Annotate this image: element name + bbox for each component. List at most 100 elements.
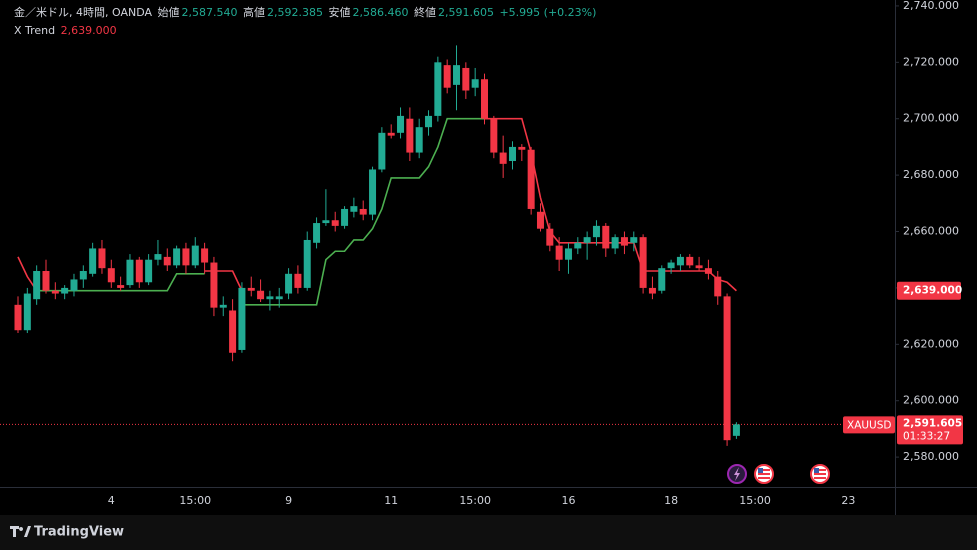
- candle-body: [163, 256, 171, 266]
- candle-body: [341, 208, 349, 226]
- candle-body: [154, 254, 162, 260]
- countdown: 01:33:27: [903, 430, 950, 442]
- candle-body: [89, 248, 97, 274]
- x-tick-label: 4: [108, 494, 115, 507]
- candle-body: [583, 237, 591, 243]
- indicator-value: 2,639.000: [60, 24, 117, 37]
- candle-body: [434, 62, 442, 116]
- candle-body: [397, 115, 405, 133]
- candle-body: [546, 228, 554, 246]
- candle-body: [602, 225, 610, 249]
- y-tick-label: 2,660.000: [903, 225, 959, 238]
- x-tick-label: 15:00: [739, 494, 771, 507]
- event-icons[interactable]: [727, 464, 830, 484]
- candle-body: [145, 259, 153, 283]
- candle-body: [620, 237, 628, 246]
- candle-body: [490, 118, 498, 153]
- candle-body: [723, 296, 731, 441]
- low-label: 安値: [328, 6, 351, 19]
- candle-body: [33, 270, 41, 300]
- candle-body: [257, 290, 265, 300]
- x-tick-label: 18: [664, 494, 678, 507]
- legend: 金／米ドル, 4時間, OANDA 始値 2,587.540 高値 2,592.38…: [14, 4, 598, 40]
- candle-body: [387, 132, 395, 136]
- brand: TradingView: [34, 525, 124, 540]
- high-value: 2,592.385: [267, 6, 323, 19]
- x-tick-label: 23: [841, 494, 855, 507]
- candle-body: [79, 270, 87, 280]
- indicator-name: X Trend: [14, 24, 56, 37]
- candle-body: [564, 248, 572, 260]
- candle-body: [126, 259, 134, 286]
- candle-body: [481, 79, 488, 119]
- candle-body: [350, 206, 358, 212]
- symbol-tag: [843, 416, 895, 434]
- candle-body: [117, 285, 125, 288]
- candle-body: [201, 248, 209, 263]
- candle-body: [219, 304, 227, 308]
- x-tick-label: 15:00: [179, 494, 211, 507]
- candle-body: [714, 276, 722, 297]
- candle-body: [70, 279, 78, 291]
- candle-body: [191, 245, 199, 266]
- candle-body: [42, 270, 50, 291]
- candle-body: [462, 67, 470, 91]
- candle-body: [238, 287, 246, 350]
- candle-body: [611, 237, 619, 249]
- candle-body: [518, 146, 526, 150]
- y-tick-label: 2,620.000: [903, 337, 959, 350]
- candle-body: [658, 268, 666, 291]
- candle-body: [574, 242, 582, 249]
- candle-body: [107, 268, 115, 283]
- candle-body: [294, 273, 302, 288]
- candle-body: [369, 169, 377, 215]
- candle-body: [732, 424, 740, 436]
- x-tick-label: 16: [561, 494, 575, 507]
- candle-body: [592, 225, 600, 238]
- candle-body: [536, 211, 544, 229]
- candle-body: [23, 293, 31, 331]
- candle-body: [285, 273, 293, 294]
- y-tick-label: 2,720.000: [903, 55, 959, 68]
- candle-body: [453, 65, 461, 85]
- candle-body: [275, 296, 283, 300]
- candle-body: [704, 268, 712, 274]
- price-tag-label: 2,591.605: [903, 417, 962, 429]
- candle-body: [508, 146, 516, 162]
- candle-body: [51, 290, 59, 294]
- candle-body: [173, 248, 181, 266]
- y-tick-label: 2,740.000: [903, 0, 959, 12]
- x-tick-label: 9: [285, 494, 292, 507]
- y-tick-label: 2,580.000: [903, 450, 959, 463]
- candle-body: [686, 256, 694, 266]
- y-tick-label: 2,680.000: [903, 168, 959, 181]
- candle-body: [639, 237, 647, 288]
- symbol-tag-label: XAUUSD: [847, 419, 892, 431]
- candle-body: [210, 262, 218, 308]
- candle-body: [471, 79, 479, 88]
- candle-body: [359, 208, 367, 215]
- candle-body: [555, 245, 563, 260]
- candle-body: [499, 152, 507, 164]
- symbol-row: 金／米ドル, 4時間, OANDA 始値 2,587.540 高値 2,592.38…: [14, 4, 598, 22]
- candle-body: [182, 248, 190, 266]
- low-value: 2,586.460: [352, 6, 409, 19]
- candle-body: [676, 256, 684, 266]
- candle-body: [527, 149, 535, 209]
- footer-bar: [0, 515, 977, 550]
- candle-body: [266, 296, 274, 300]
- symbol-title: 金／米ドル, 4時間, OANDA: [14, 6, 153, 19]
- candle-body: [247, 287, 255, 291]
- candle-body: [406, 118, 414, 153]
- candle-body: [378, 132, 386, 170]
- brand-logo[interactable]: TradingView: [10, 525, 124, 540]
- candle-body: [61, 287, 69, 294]
- candle-body: [135, 259, 143, 283]
- candle-body: [667, 262, 675, 269]
- candle-body: [648, 287, 656, 294]
- y-tick-label: 2,600.000: [903, 394, 959, 407]
- price-tag: [897, 415, 963, 445]
